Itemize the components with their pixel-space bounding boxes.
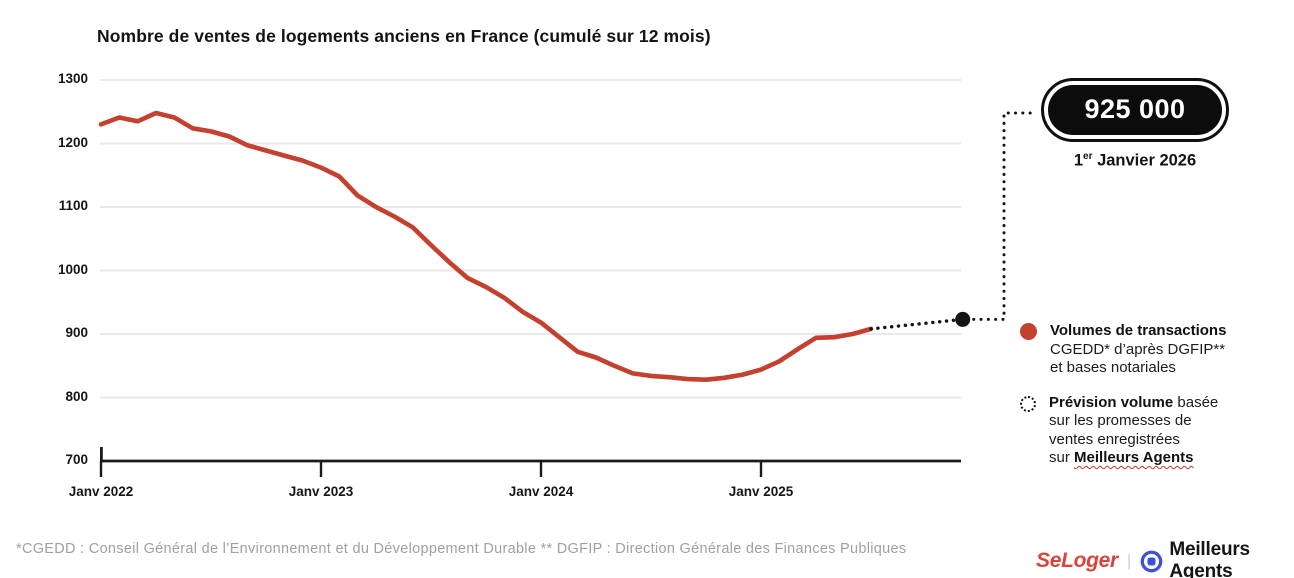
legend-transactions-source-1: CGEDD* d’après DGFIP** (1050, 340, 1226, 358)
x-axis-label: Janv 2025 (728, 484, 794, 499)
meilleurs-agents-logo: Meilleurs Agents (1169, 539, 1250, 578)
legend-transactions-title: Volumes de transactions (1050, 322, 1227, 339)
y-axis-label: 1300 (57, 71, 88, 86)
y-axis-label: 800 (65, 388, 88, 404)
forecast-endpoint-dot (955, 311, 971, 327)
badge-connector-dotted-line (972, 111, 1037, 321)
legend-forecast-title: Prévision volume (1049, 393, 1174, 411)
x-axis-label: Janv 2024 (508, 484, 574, 499)
forecast-value-badge: 925 000 (1041, 78, 1229, 142)
seloger-logo: SeLoger (1036, 549, 1118, 572)
legend-forecast-line-3: ventes enregistrées (1049, 430, 1180, 448)
forecast-callout: 925 000 1er Janvier 2026 (1041, 78, 1229, 171)
brand-logos: SeLoger | Meilleurs Agents (1036, 539, 1294, 578)
x-axis-label: Janv 2022 (68, 484, 134, 499)
y-axis-label: 700 (65, 452, 88, 467)
meilleurs-agents-link-text: Meilleurs Agents (1074, 449, 1194, 466)
logo-separator: | (1126, 551, 1132, 570)
y-axis-label: 1100 (58, 198, 88, 213)
meilleurs-agents-icon (1140, 550, 1163, 573)
y-axis-label: 1000 (57, 261, 88, 277)
forecast-dotted-line (869, 317, 965, 331)
forecast-value: 925 000 (1048, 85, 1222, 135)
y-axis-label: 1200 (57, 134, 88, 150)
legend-item-transactions: Volumes de transactions CGEDD* d’après D… (1020, 322, 1285, 378)
legend-item-forecast: Prévision volume basée sur les promesses… (1020, 394, 1285, 468)
forecast-date: 1er Janvier 2026 (1073, 151, 1197, 170)
chart-title: Nombre de ventes de logements anciens en… (97, 26, 711, 46)
x-axis-label: Janv 2023 (288, 484, 354, 499)
dotted-circle-icon (1020, 395, 1036, 412)
y-axis-label: 900 (65, 325, 88, 340)
actual-series-line (98, 110, 874, 383)
legend-forecast-line-4: sur Meilleurs Agents (1049, 449, 1194, 466)
legend-transactions-source-2: et bases notariales (1050, 359, 1176, 376)
legend: Volumes de transactions CGEDD* d’après D… (1020, 322, 1285, 468)
red-dot-icon (1020, 323, 1037, 340)
legend-forecast-line-2: sur les promesses de (1049, 412, 1192, 429)
footnote: *CGEDD : Conseil Général de l’Environnem… (16, 541, 907, 557)
